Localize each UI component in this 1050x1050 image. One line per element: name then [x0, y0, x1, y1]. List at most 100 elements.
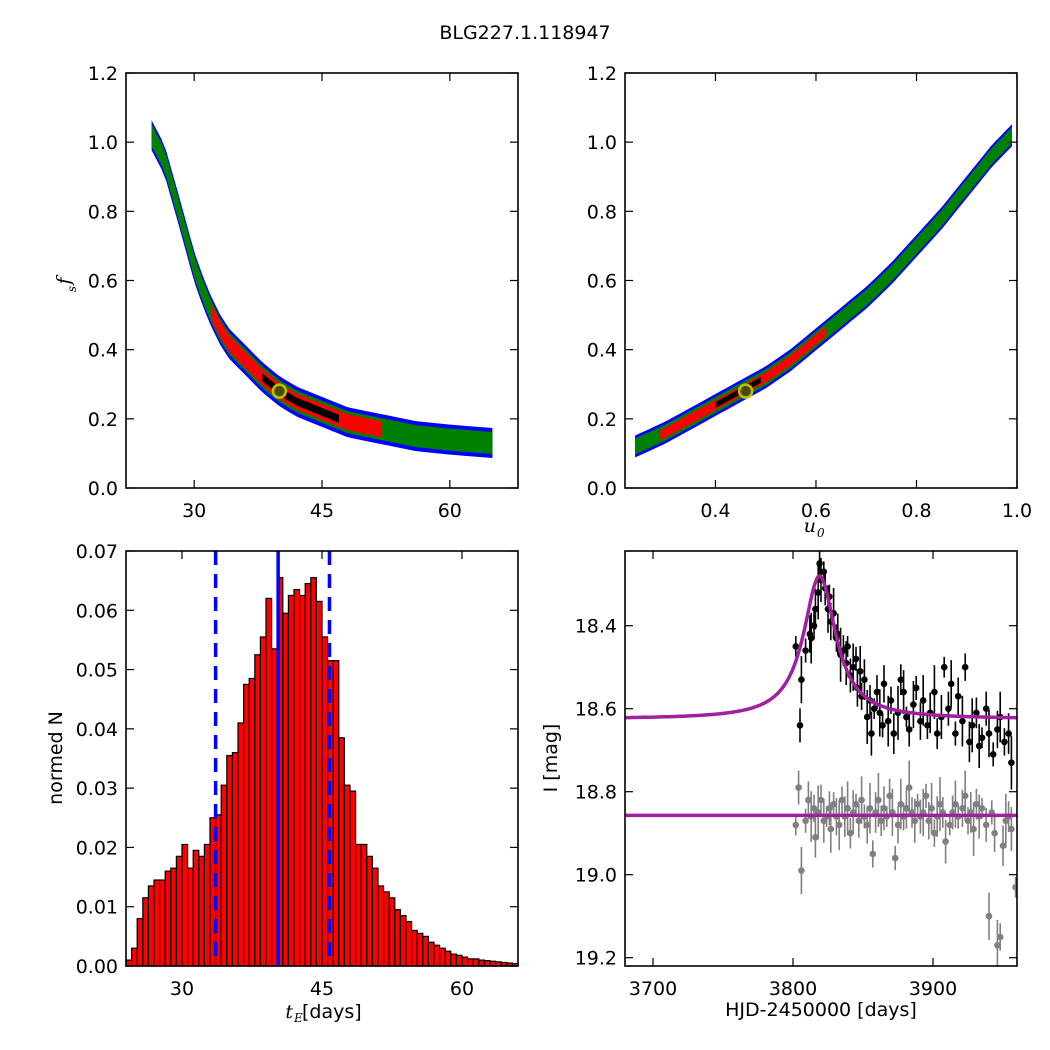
data-point: [880, 680, 888, 688]
data-point: [940, 663, 948, 671]
histogram-bar: [198, 855, 206, 967]
data-point: [868, 730, 875, 737]
y-tick-label: 0.6: [88, 271, 118, 293]
x-axis-label-unit: [days]: [302, 1001, 362, 1023]
data-point: [900, 688, 907, 696]
histogram-bar: [338, 737, 345, 967]
data-point: [876, 709, 884, 717]
data-point: [796, 722, 804, 729]
data-point: [959, 805, 966, 812]
data-point: [911, 817, 919, 825]
data-point: [1008, 759, 1015, 766]
data-point: [820, 568, 828, 576]
data-point: [884, 717, 892, 725]
y-tick-label: 0.0: [587, 478, 617, 500]
x-tick-label: 3800: [769, 978, 817, 1000]
y-tick-label: 18.4: [575, 616, 617, 638]
data-point: [852, 655, 860, 663]
data-point: [919, 697, 927, 704]
data-point: [835, 821, 843, 829]
y-tick-label: 1.0: [587, 132, 617, 154]
histogram-bar: [259, 636, 267, 967]
histogram-bar: [427, 941, 435, 967]
x-axis-label: HJD-2450000 [days]: [725, 999, 917, 1021]
histogram-bar: [439, 947, 446, 967]
y-tick-label: 18.8: [575, 782, 617, 804]
y-axis-label: f: [53, 275, 75, 287]
histogram-bar: [444, 950, 452, 967]
data-point: [912, 684, 920, 692]
histogram-bar: [181, 843, 189, 967]
histogram-bar: [237, 722, 245, 967]
data-point: [989, 751, 997, 758]
data-point: [1012, 883, 1017, 891]
histogram-bar: [304, 583, 312, 967]
data-point: [961, 663, 969, 671]
histogram-bar: [416, 932, 424, 967]
data-point: [847, 829, 854, 837]
fs-vs-tE-panel: 30 45 60 0.0 0.2 0.4 0.6 0.8 1.0 1.2 fs: [53, 63, 519, 522]
y-tick-label: 0.4: [587, 340, 617, 362]
y-tick-label: 19.0: [575, 865, 617, 887]
plot-frame: [624, 550, 1018, 967]
data-point: [936, 800, 944, 808]
histogram-bar: [478, 959, 485, 967]
histogram-bar: [366, 855, 373, 967]
data-point: [1001, 738, 1008, 746]
data-point: [952, 800, 959, 808]
histogram-bar: [131, 947, 138, 967]
histogram-bar: [355, 843, 362, 967]
model-curve: [625, 573, 1017, 720]
histogram-bar: [147, 885, 155, 967]
data-point: [925, 817, 933, 825]
data-point: [985, 912, 993, 920]
data-point: [855, 817, 863, 825]
histogram-bar: [360, 843, 368, 967]
data-point: [973, 709, 980, 717]
data-point: [905, 784, 913, 791]
x-axis-label-subscript: 0: [817, 526, 825, 540]
y-tick-label: 0.02: [76, 837, 118, 859]
histogram-bar: [455, 954, 463, 967]
data-point: [802, 817, 809, 825]
histogram-bar: [405, 920, 413, 967]
data-point: [978, 734, 986, 742]
data-point: [968, 722, 976, 729]
y-tick-label: 0.0: [88, 478, 118, 500]
histogram-bar: [377, 885, 385, 967]
data-point: [810, 805, 818, 812]
y-axis-label: I [mag]: [540, 724, 562, 793]
data-point: [875, 796, 882, 804]
x-tick-label: 30: [170, 978, 194, 1000]
x-tick-label: 0.4: [700, 500, 730, 522]
y-tick-label: 1.2: [88, 63, 118, 85]
y-tick-label: 19.2: [575, 948, 617, 970]
data-point: [812, 834, 819, 841]
data-point: [795, 784, 802, 791]
data-point: [966, 738, 973, 746]
x-axis-label-subscript: E: [293, 1011, 303, 1025]
x-tick-label: 1.0: [1002, 500, 1032, 522]
histogram-bar: [271, 648, 278, 967]
histogram-bar: [254, 654, 262, 967]
histogram-bar: [175, 855, 183, 967]
data-point: [817, 796, 825, 804]
y-tick-label: 0.8: [88, 201, 118, 223]
histogram-bar: [170, 867, 178, 967]
histogram-bar: [293, 588, 301, 967]
histogram-bar: [287, 594, 295, 967]
histogram-bar: [136, 917, 144, 967]
histogram-bar: [461, 956, 469, 967]
histogram-bar: [248, 677, 256, 967]
data-point: [816, 560, 823, 567]
x-tick-label: 0.8: [901, 500, 931, 522]
data-point: [947, 680, 955, 688]
data-point: [924, 722, 931, 729]
data-point: [975, 742, 983, 750]
data-point: [852, 800, 860, 808]
y-tick-label: 0.2: [88, 409, 118, 431]
histogram-bar: [203, 843, 211, 967]
tE-histogram-panel: 30 45 60 0.00 0.01 0.02 0.03 0.04 0.05 0.06 0.07 no…: [45, 541, 519, 1025]
fs-vs-u0-panel: 0.4 0.6 0.8 1.0 0.0 0.2 0.4 0.6 0.8 1.0 1.2 u 0: [587, 63, 1032, 540]
y-tick-label: 1.0: [88, 132, 118, 154]
